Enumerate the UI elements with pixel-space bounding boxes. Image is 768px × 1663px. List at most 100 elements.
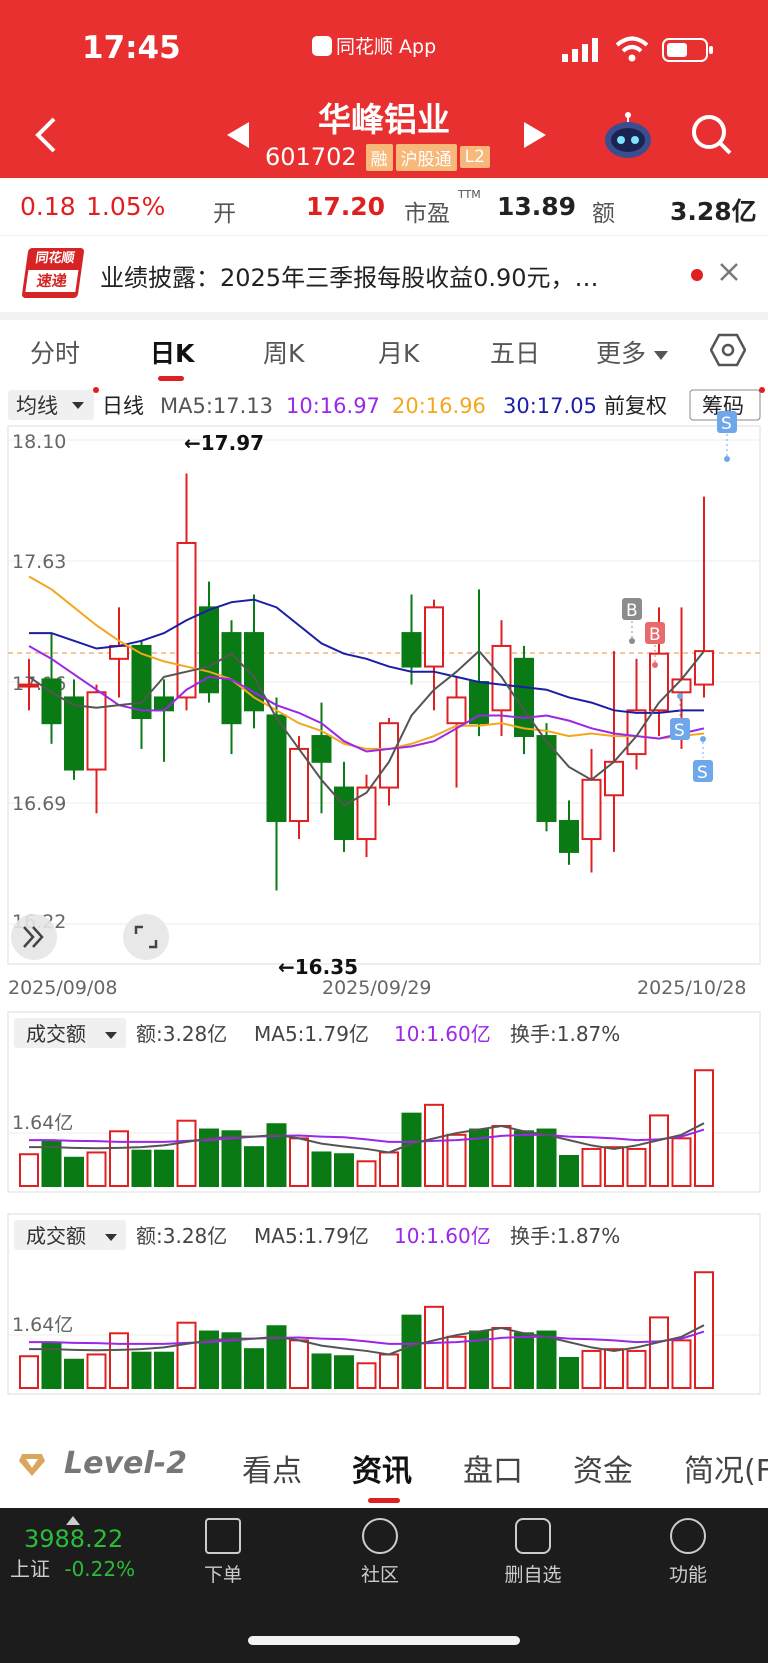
- volume-axis-label: 1.64亿: [12, 1112, 73, 1134]
- close-icon[interactable]: [718, 261, 740, 283]
- volume-bar: [536, 1128, 557, 1188]
- signal-sell-top-label: S: [721, 414, 732, 434]
- fullscreen-button[interactable]: [123, 914, 169, 960]
- chevron-down-icon: [105, 1032, 117, 1039]
- settings-hexagon-icon[interactable]: [709, 332, 747, 368]
- tab-daily[interactable]: 日K: [150, 339, 195, 368]
- volume-bar: [379, 1353, 399, 1389]
- volume-bar: [154, 1149, 174, 1187]
- volume-bar: [86, 1353, 107, 1389]
- index-up-triangle-icon: [66, 1516, 80, 1525]
- volume-bar: [86, 1151, 107, 1187]
- volume-turnover: 换手:1.87%: [510, 1224, 620, 1248]
- candle-down: [559, 820, 579, 853]
- kline-chart-area: 均线 日线 MA5:17.13 10:16.97 20:16.96 30:17.…: [0, 386, 768, 1410]
- tab-funds[interactable]: 资金: [573, 1454, 633, 1489]
- back-chevron-icon[interactable]: [30, 115, 60, 155]
- volume-bars-2: [19, 1271, 714, 1390]
- volume-ma10: 10:1.60亿: [394, 1022, 491, 1046]
- volume-indicator-dropdown[interactable]: [14, 1220, 126, 1250]
- tab-level2[interactable]: Level-2: [64, 1446, 187, 1481]
- nav-remove-watchlist[interactable]: 删自选: [478, 1518, 588, 1587]
- nav-community[interactable]: 社区: [325, 1518, 435, 1587]
- tab-intraday[interactable]: 分时: [30, 339, 81, 368]
- volume-bar: [581, 1349, 602, 1389]
- high-annotation: ←17.97: [184, 431, 264, 455]
- volume-bar: [581, 1147, 602, 1187]
- volume-bar: [649, 1114, 669, 1187]
- volume-bar: [131, 1351, 152, 1389]
- volume-ma5-line: [29, 1324, 705, 1356]
- logo-bottom-text: 速递: [25, 270, 79, 292]
- volume-bar: [244, 1146, 264, 1187]
- prev-stock-icon[interactable]: [225, 120, 251, 150]
- volume-bar: [446, 1133, 467, 1188]
- candle-up: [356, 786, 377, 841]
- tab-more[interactable]: 更多: [596, 339, 647, 368]
- volume-bar: [244, 1348, 264, 1389]
- volume-bar: [536, 1330, 557, 1390]
- ma-mode-dropdown[interactable]: [8, 390, 94, 420]
- kline-chart-svg[interactable]: 均线 日线 MA5:17.13 10:16.97 20:16.96 30:17.…: [0, 386, 768, 1410]
- volume-bars-1: [19, 1069, 714, 1188]
- signal-dot: [652, 662, 658, 668]
- wifi-icon: [615, 36, 649, 62]
- ma5-label: MA5:17.13: [160, 394, 273, 418]
- price-tick-0: 18.10: [12, 431, 66, 453]
- status-app-badge[interactable]: 同花顺 App: [312, 32, 436, 59]
- adjust-label[interactable]: 前复权: [604, 394, 667, 418]
- volume-bar: [649, 1316, 669, 1389]
- tab-news[interactable]: 资讯: [352, 1454, 412, 1489]
- volume-indicator-dropdown[interactable]: [14, 1018, 126, 1048]
- candle-down: [536, 735, 557, 823]
- candle-down: [244, 632, 264, 712]
- stock-name: 华峰铝业: [318, 100, 450, 139]
- index-ticker[interactable]: 3988.22 上证 -0.22%: [10, 1516, 160, 1582]
- volume-ma10-line: [29, 1330, 705, 1345]
- divider: [0, 312, 768, 320]
- news-banner[interactable]: 同花顺 速递 业绩披露：2025年三季报每股收益0.90元，…: [0, 236, 768, 312]
- volume-bar: [176, 1119, 197, 1187]
- signal-dot: [724, 456, 730, 462]
- volume-bar: [356, 1160, 377, 1188]
- functions-menu-icon: [670, 1518, 706, 1554]
- volume-amount: 额:3.28亿: [136, 1224, 227, 1248]
- signal-buy-red[interactable]: [645, 622, 665, 644]
- index-change: -0.22%: [64, 1557, 136, 1581]
- candle-down: [41, 678, 62, 725]
- volume-bar: [19, 1355, 39, 1389]
- volume-bar: [559, 1357, 579, 1389]
- signal-sell-mid-label: S: [674, 721, 685, 741]
- app-name: 同花顺 App: [336, 36, 437, 58]
- price-change-pct: 1.05%: [86, 192, 166, 221]
- index-name: 上证: [10, 1557, 50, 1581]
- robot-assistant-icon[interactable]: [603, 112, 653, 160]
- volume-bar: [289, 1137, 309, 1188]
- tab-five-day[interactable]: 五日: [490, 339, 541, 368]
- nav-order-label: 下单: [203, 1564, 242, 1586]
- signal-sell-top[interactable]: [717, 411, 737, 433]
- tab-profile[interactable]: 简况(F: [684, 1454, 768, 1489]
- volume-bar: [109, 1130, 129, 1188]
- signal-buy-gray[interactable]: [622, 598, 642, 620]
- signal-sell-mid[interactable]: [670, 718, 690, 740]
- search-icon[interactable]: [690, 113, 734, 157]
- ma-red-dot: [93, 387, 99, 393]
- signal-buy-red-label: B: [649, 625, 661, 645]
- candle-down: [64, 696, 84, 771]
- tab-orderbook[interactable]: 盘口: [463, 1454, 523, 1489]
- nav-functions[interactable]: 功能: [633, 1518, 743, 1587]
- volume-bar: [311, 1151, 332, 1187]
- next-stock-icon[interactable]: [522, 120, 548, 150]
- news-unread-dot: [691, 269, 703, 281]
- home-indicator: [248, 1636, 520, 1645]
- volume-amount: 额:3.28亿: [136, 1022, 227, 1046]
- nav-order[interactable]: 下单: [168, 1518, 278, 1587]
- tab-weekly[interactable]: 周K: [263, 339, 305, 368]
- volume-bar: [41, 1342, 62, 1389]
- status-time: 17:45: [82, 30, 181, 66]
- signal-sell-low[interactable]: [693, 760, 713, 782]
- chevron-down-icon[interactable]: [654, 346, 668, 360]
- tab-monthly[interactable]: 月K: [378, 339, 420, 368]
- tab-highlights[interactable]: 看点: [242, 1454, 302, 1489]
